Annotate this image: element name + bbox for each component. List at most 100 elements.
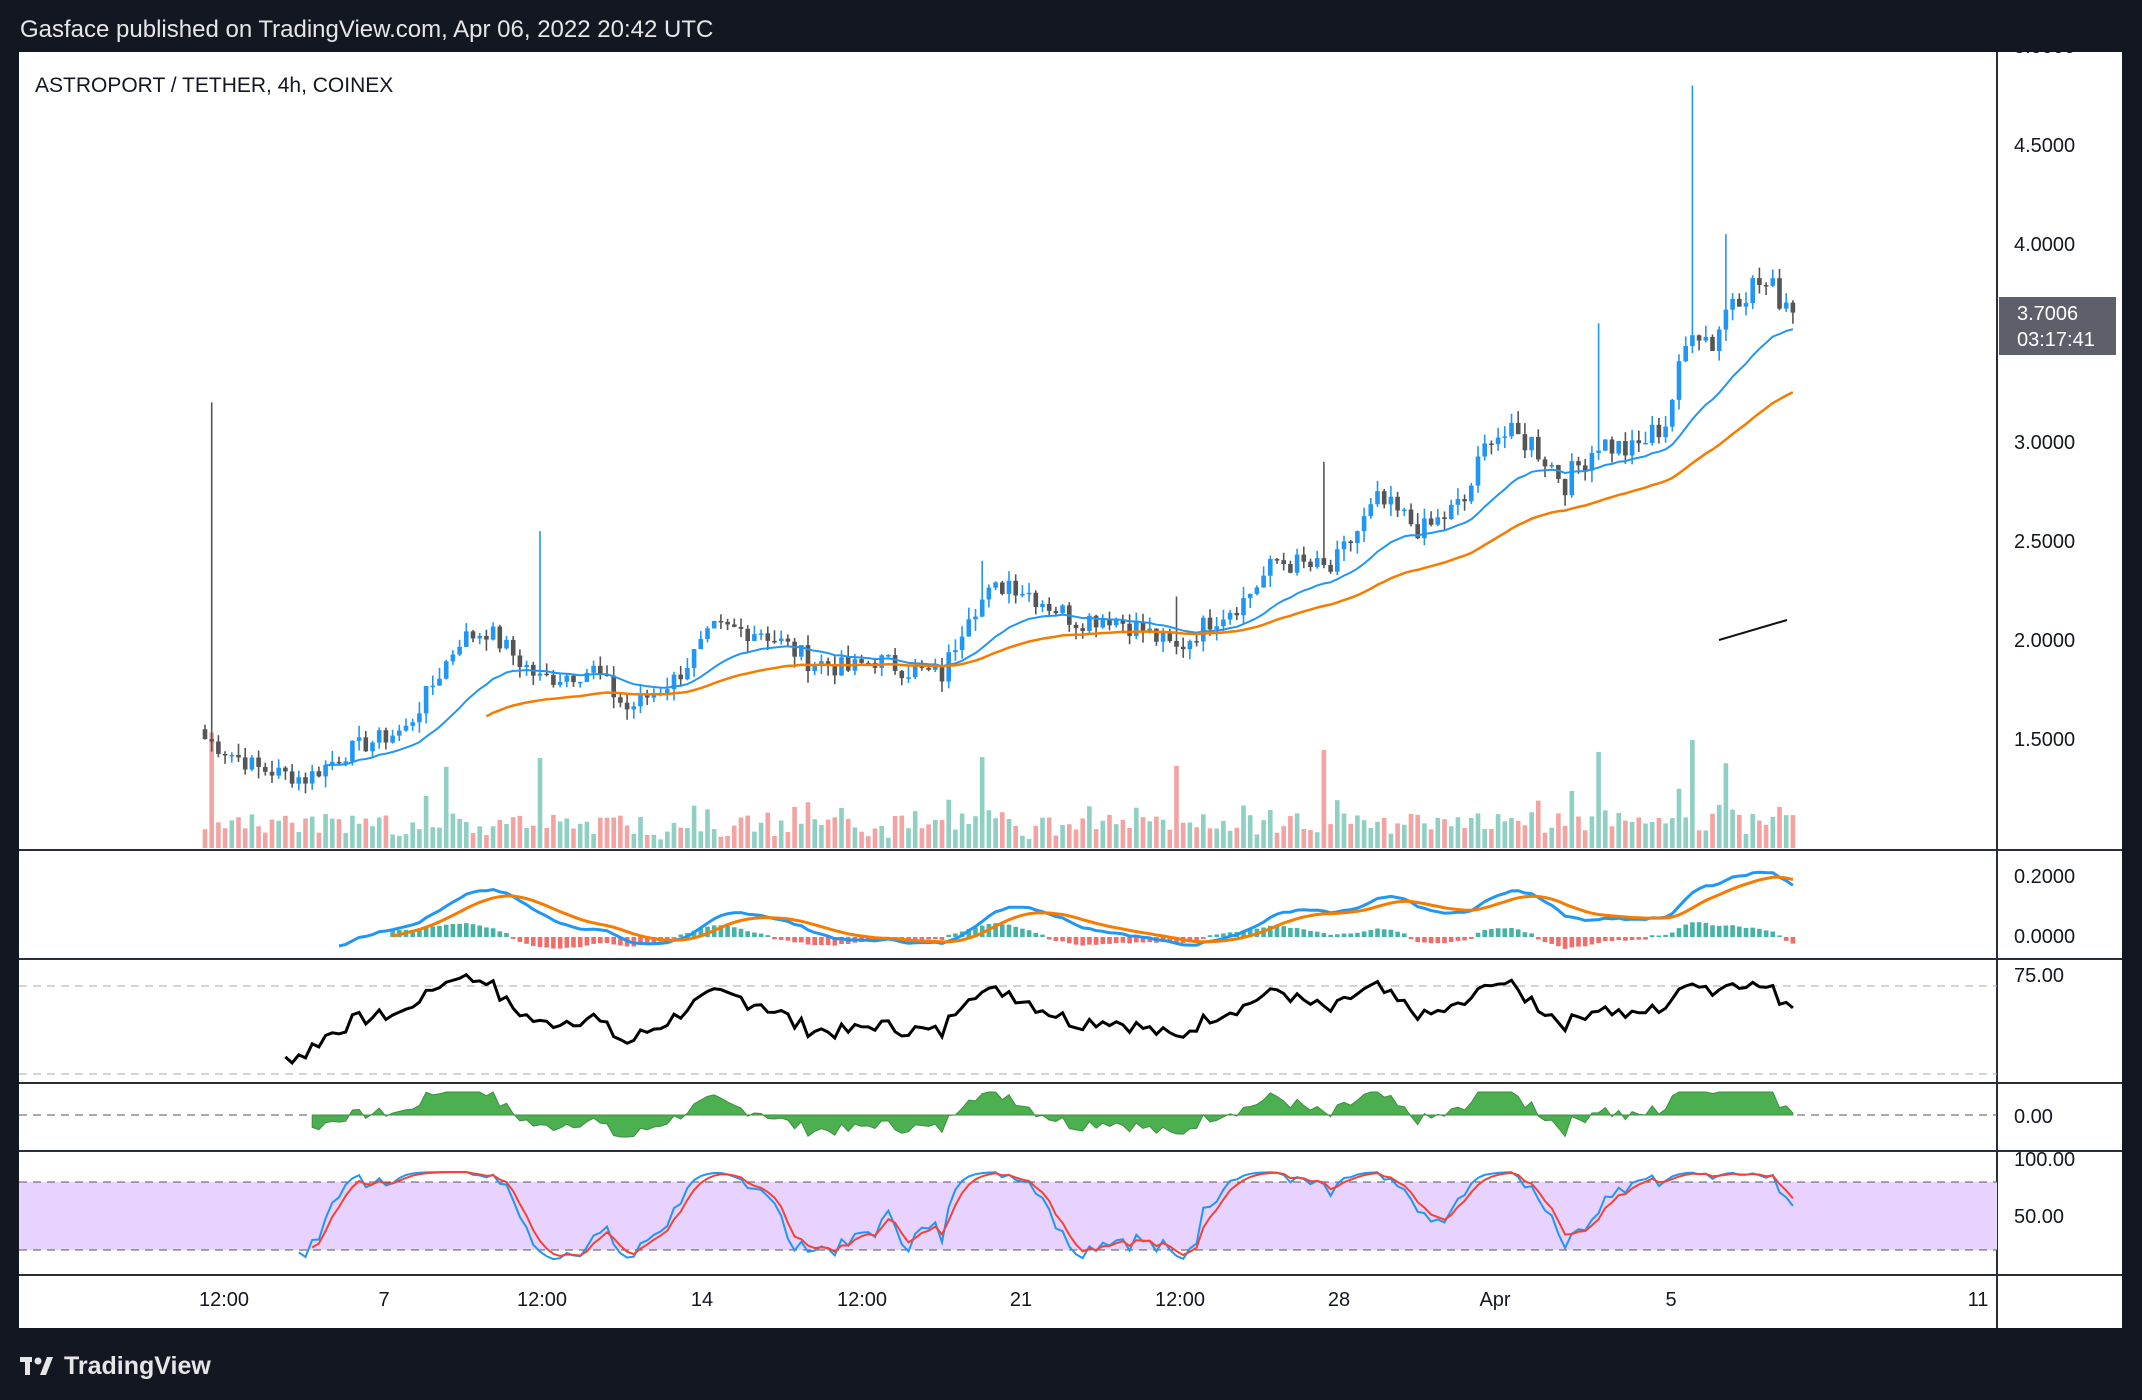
volume-bar [1261, 820, 1266, 848]
volume-bar [1422, 823, 1427, 848]
candle-body [1763, 285, 1769, 287]
volume-bar [256, 826, 261, 848]
volume-bar [845, 818, 851, 848]
volume-bar [557, 821, 563, 848]
candle-body [1469, 485, 1474, 502]
volume-bar [1763, 824, 1769, 848]
candle-body [1562, 478, 1568, 496]
volume-bar [403, 834, 409, 848]
candle-body [1723, 309, 1729, 330]
volume-bar [1670, 818, 1675, 848]
volume-bar [1247, 815, 1253, 848]
candle-body [1328, 565, 1333, 572]
candle-body [1495, 437, 1501, 445]
candle-body [1100, 619, 1106, 628]
volume-bar [1033, 825, 1039, 848]
macd-hist-bar [946, 934, 951, 937]
candle-body [1247, 593, 1253, 599]
volume-bar [417, 829, 422, 848]
candle-body [551, 675, 556, 685]
candle-body [933, 666, 938, 670]
osc-axis-label-0: 0.00 [2014, 1106, 2053, 1128]
macd-hist-bar [1194, 937, 1199, 942]
candle-body [812, 664, 817, 672]
candle-body [1140, 621, 1146, 632]
macd-hist-bar [1395, 931, 1400, 937]
candle-body [390, 735, 395, 743]
volume-bar [450, 813, 456, 848]
volume-bar [1174, 765, 1179, 848]
macd-hist-bar [671, 937, 677, 939]
volume-bar [631, 833, 637, 848]
volume-bar [1381, 817, 1387, 848]
volume-bar [1435, 817, 1441, 848]
macd-hist-bar [1100, 937, 1106, 945]
macd-axis-label-0.2: 0.2000 [2014, 866, 2075, 888]
volume-bar [899, 815, 905, 848]
price-axis-label: 5.0000 [2014, 52, 2075, 58]
macd-hist-bar [464, 923, 469, 937]
macd-hist-bar [1308, 930, 1313, 937]
volume-bar [1710, 813, 1715, 848]
rsi-line [284, 972, 1794, 1066]
volume-bar [946, 799, 951, 848]
candle-body [356, 737, 362, 741]
macd-hist-bar [1428, 937, 1434, 944]
volume-bar [953, 829, 958, 848]
candle-body [1227, 612, 1233, 620]
macd-hist-bar [1522, 932, 1528, 937]
candle-body [745, 628, 750, 641]
volume-bar [390, 834, 395, 848]
volume-bar [283, 815, 288, 848]
candle-body [403, 725, 409, 731]
candle-body [1120, 619, 1126, 624]
candle-body [939, 666, 945, 682]
volume-bar [229, 820, 235, 848]
candle-body [484, 635, 489, 640]
macd-hist-bar [1663, 934, 1668, 937]
volume-bar [497, 819, 503, 848]
volume-bar [852, 827, 858, 848]
candle-body [926, 667, 931, 670]
volume-bar [1040, 817, 1045, 848]
volume-bar [1341, 813, 1347, 848]
macd-hist-bar [939, 937, 945, 940]
macd-hist-bar [1134, 937, 1139, 943]
last-price-tag [1999, 297, 2116, 355]
macd-hist-bar [1562, 937, 1568, 949]
volume-bar [825, 819, 831, 848]
candle-body [1777, 278, 1782, 309]
candle-body [1341, 541, 1347, 550]
volume-bar [1321, 750, 1327, 848]
candle-body [879, 655, 884, 668]
candle-body [544, 673, 549, 676]
volume-bar [269, 819, 275, 848]
volume-bar [1368, 828, 1374, 848]
macd-hist-bar [1763, 930, 1769, 937]
volume-bar [510, 817, 516, 848]
volume-bar [758, 822, 764, 848]
candle-body [651, 693, 657, 698]
chart-canvas[interactable]: 1.50002.00002.50003.00003.50004.00004.50… [19, 52, 2122, 1328]
candle-body [1368, 504, 1374, 517]
volume-bar [973, 816, 978, 848]
macd-hist-bar [504, 933, 509, 937]
macd-hist-bar [490, 928, 496, 937]
candle-body [423, 686, 429, 714]
macd-hist-bar [926, 937, 931, 940]
macd-hist-bar [423, 927, 429, 937]
macd-hist-bar [604, 937, 610, 944]
macd-hist-bar [1241, 930, 1246, 937]
macd-hist-bar [1609, 937, 1615, 942]
candle-body [1737, 298, 1742, 307]
candle-body [1582, 465, 1588, 471]
volume-bar [1107, 814, 1112, 848]
volume-bar [316, 832, 322, 848]
candle-body [1207, 617, 1213, 630]
candle-body [1187, 641, 1193, 650]
candle-body [1254, 587, 1260, 594]
chart-panel[interactable]: 1.50002.00002.50003.00003.50004.00004.50… [19, 52, 2122, 1328]
macd-hist-bar [1415, 937, 1420, 943]
macd-hist-bar [1321, 933, 1327, 937]
oscillator-area [311, 1091, 1794, 1138]
